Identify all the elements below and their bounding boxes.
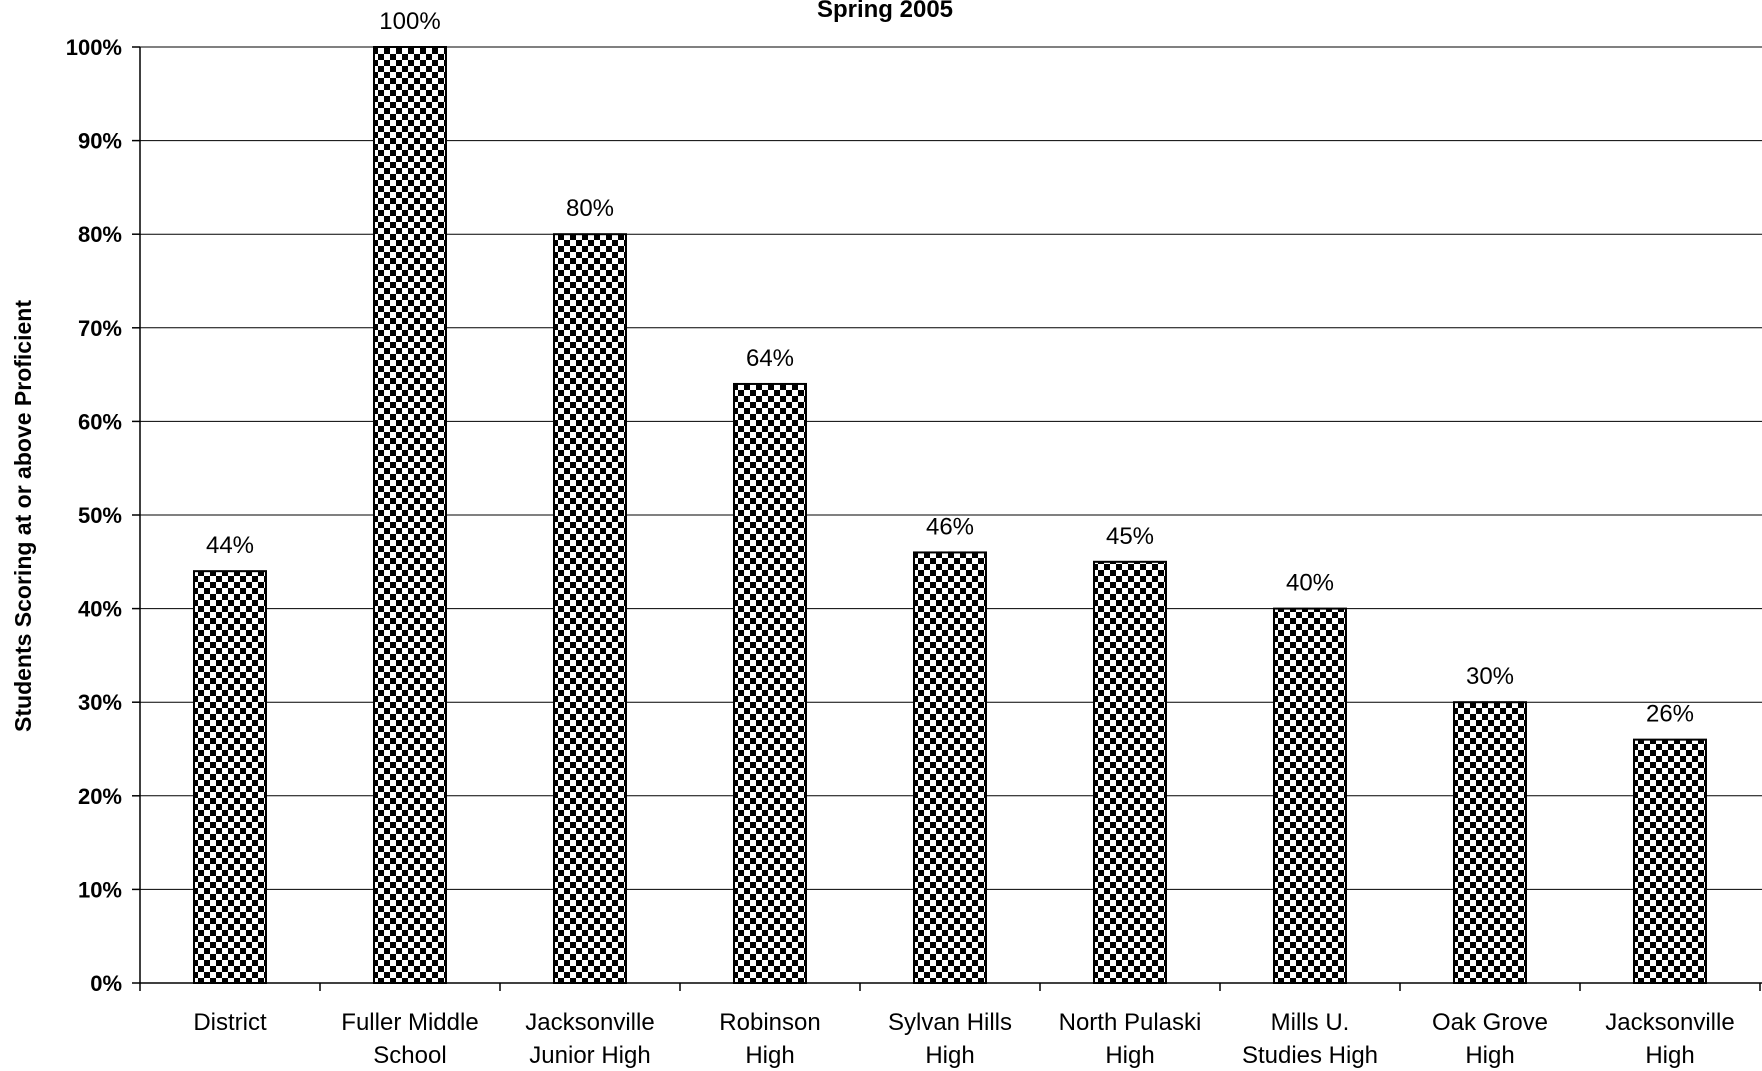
x-tick-label: North Pulaski [1059, 1009, 1202, 1036]
bars [193, 46, 1707, 985]
bar [193, 570, 267, 984]
x-tick-label: Junior High [529, 1042, 650, 1069]
bar [553, 233, 627, 984]
axes [139, 47, 1762, 984]
data-label: 45% [1106, 523, 1154, 550]
y-tick-label: 0% [90, 971, 122, 996]
x-tick-label: School [373, 1042, 446, 1069]
x-tick-label: Studies High [1242, 1042, 1378, 1069]
y-tick-label: 10% [78, 877, 122, 902]
chart-title: Spring 2005 [817, 0, 953, 23]
data-label: 30% [1466, 663, 1514, 690]
x-tick-label: High [1105, 1042, 1154, 1069]
data-label: 80% [566, 195, 614, 222]
x-tick-label: High [925, 1042, 974, 1069]
bar [1093, 560, 1167, 984]
y-tick-label: 100% [66, 35, 122, 60]
x-tick-label: Oak Grove [1432, 1009, 1548, 1036]
data-label: 26% [1646, 701, 1694, 728]
y-axis-ticks: 0% 10% 20% 30% 40% 50% 60% 70% 80% 90% 100% [66, 35, 140, 996]
y-axis-title: Students Scoring at or above Proficient [10, 300, 36, 732]
data-labels: 44% 100% 80% 64% 46% 45% 40% 30% 26% [206, 8, 1694, 728]
data-label: 64% [746, 345, 794, 372]
x-tick-label: Robinson [719, 1009, 820, 1036]
y-tick-label: 20% [78, 784, 122, 809]
bar [1633, 738, 1707, 985]
bar [373, 46, 447, 984]
y-tick-label: 60% [78, 409, 122, 434]
y-tick-label: 50% [78, 503, 122, 528]
x-tick-label: High [1465, 1042, 1514, 1069]
x-tick-label: Jacksonville [1605, 1009, 1734, 1036]
x-axis-ticks: District Fuller Middle School Jacksonville J… [139, 983, 1761, 1069]
data-label: 100% [379, 8, 440, 35]
x-tick-label: Mills U. [1271, 1009, 1350, 1036]
x-tick-label: Sylvan Hills [888, 1009, 1012, 1036]
bar [1453, 701, 1527, 984]
x-tick-label: District [193, 1009, 267, 1036]
y-tick-label: 80% [78, 222, 122, 247]
y-tick-label: 90% [78, 129, 122, 154]
y-tick-label: 30% [78, 690, 122, 715]
bar [733, 382, 807, 984]
bar [913, 551, 987, 984]
y-tick-label: 40% [78, 597, 122, 622]
bar [1273, 607, 1347, 984]
y-tick-label: 70% [78, 316, 122, 341]
x-tick-label: Fuller Middle [341, 1009, 478, 1036]
data-label: 44% [206, 532, 254, 559]
x-tick-label: High [745, 1042, 794, 1069]
x-tick-label: High [1645, 1042, 1694, 1069]
data-label: 40% [1286, 570, 1334, 597]
x-tick-label: Jacksonville [525, 1009, 654, 1036]
data-label: 46% [926, 513, 974, 540]
